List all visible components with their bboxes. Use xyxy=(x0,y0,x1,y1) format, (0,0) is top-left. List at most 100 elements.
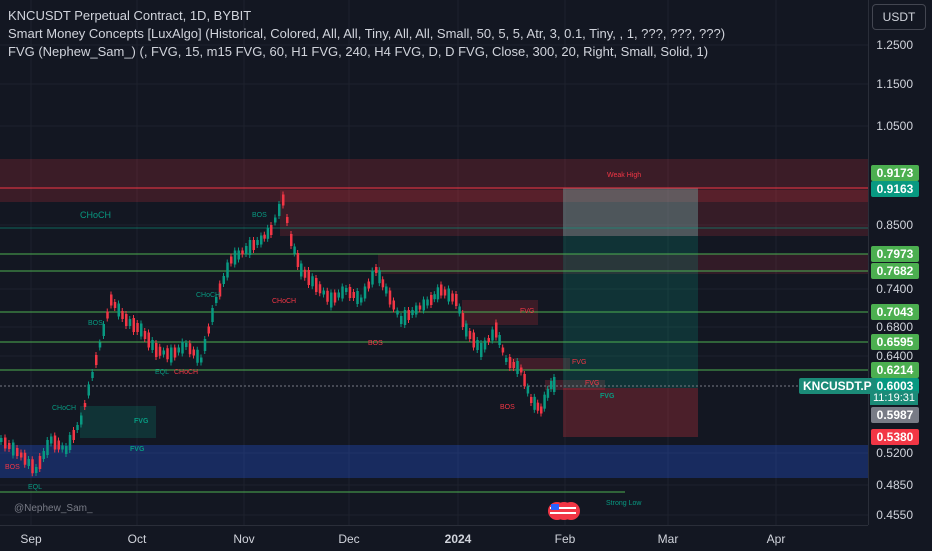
candle-body xyxy=(143,331,147,339)
candle-body xyxy=(106,311,109,319)
candle-body xyxy=(392,300,395,310)
bos-label-4: BOS xyxy=(500,404,515,411)
candle-body xyxy=(76,425,79,430)
candle-body xyxy=(57,440,60,450)
position-target-upper xyxy=(563,188,698,236)
candle-body xyxy=(501,347,505,353)
candle-body xyxy=(540,406,543,414)
candle-body xyxy=(536,402,540,411)
candle-body xyxy=(461,313,465,327)
candle-body xyxy=(472,332,475,348)
candle-body xyxy=(23,452,27,465)
candle-body xyxy=(196,349,199,363)
candle-body xyxy=(318,284,322,294)
price-chart-canvas[interactable] xyxy=(0,0,868,525)
price-tag-8: 0.5987 xyxy=(871,407,919,423)
candle-body xyxy=(102,324,105,336)
price-tag-9: 0.5380 xyxy=(871,429,919,445)
candle-body xyxy=(61,445,64,450)
candle-body xyxy=(42,451,45,459)
eql-label-2: EQL xyxy=(28,484,43,491)
indicator-smc-legend[interactable]: Smart Money Concepts [LuxAlgo] (Historic… xyxy=(8,26,726,41)
price-tick: 1.0500 xyxy=(876,119,913,133)
fvg-label-green-1: FVG xyxy=(134,418,149,425)
price-tag-6: 0.6214 xyxy=(871,362,919,378)
candle-body xyxy=(128,319,132,326)
fvg-label-red-1: FVG xyxy=(520,308,535,315)
candle-body xyxy=(543,394,546,409)
price-tick: 0.5200 xyxy=(876,446,913,460)
bar-countdown: 11:19:31 xyxy=(870,391,918,405)
candle-body xyxy=(72,430,75,440)
candle-body xyxy=(455,294,458,306)
candle-body xyxy=(218,283,222,297)
candle-body xyxy=(260,235,263,245)
candle-body xyxy=(245,246,248,254)
choch-label-5: CHoCH xyxy=(174,369,199,376)
candle-body xyxy=(203,339,207,351)
symbol-title[interactable]: KNCUSDT Perpetual Contract, 1D, BYBIT xyxy=(8,8,252,23)
candle-body xyxy=(430,295,433,305)
candle-body xyxy=(185,343,188,347)
candle-body xyxy=(151,340,154,350)
choch-label-3: CHoCH xyxy=(196,292,221,299)
symbol-price-badge: KNCUSDT.P xyxy=(799,378,876,394)
candle-body xyxy=(125,314,128,326)
candle-body xyxy=(263,234,266,239)
currency-button[interactable]: USDT xyxy=(872,4,926,30)
price-tick: 0.6400 xyxy=(876,349,913,363)
candle-body xyxy=(12,442,15,456)
candle-body xyxy=(337,292,340,298)
time-tick: Nov xyxy=(233,532,255,546)
candle-body xyxy=(226,262,229,278)
strong-low-label: Strong Low xyxy=(606,500,642,507)
candle-body xyxy=(31,459,34,474)
candle-body xyxy=(348,287,352,298)
candle-body xyxy=(207,326,210,334)
candle-body xyxy=(400,316,403,324)
time-axis[interactable]: Sep Oct Nov Dec 2024 Feb Mar Apr xyxy=(0,525,868,551)
candle-body xyxy=(491,329,494,341)
candle-body xyxy=(270,225,273,235)
candle-body xyxy=(91,372,94,378)
candle-body xyxy=(83,403,87,407)
time-tick: Mar xyxy=(657,532,679,546)
fvg-label-green-3: FVG xyxy=(600,393,615,400)
candle-body xyxy=(27,459,30,466)
us-flag-icon xyxy=(548,502,580,520)
candle-body xyxy=(50,436,53,444)
position-target-zone xyxy=(563,188,698,388)
candle-body xyxy=(200,357,203,363)
time-tick: Dec xyxy=(338,532,360,546)
candle-body xyxy=(177,347,180,353)
price-tag-5: 0.6595 xyxy=(871,334,919,350)
price-tick: 0.4850 xyxy=(876,478,913,492)
candle-body xyxy=(162,350,165,355)
weak-high-label: Weak High xyxy=(607,172,642,179)
bos-label-3: BOS xyxy=(368,340,383,347)
candle-body xyxy=(155,343,158,357)
candle-body xyxy=(315,278,318,292)
candle-body xyxy=(278,204,281,216)
candle-body xyxy=(533,396,536,410)
candle-body xyxy=(121,311,124,319)
chart-pane[interactable]: KNCUSDT Perpetual Contract, 1D, BYBIT Sm… xyxy=(0,0,868,525)
candle-body xyxy=(440,284,443,296)
candle-body xyxy=(388,290,392,305)
candle-body xyxy=(356,291,359,304)
time-tick: Apr xyxy=(766,532,786,546)
candle-body xyxy=(4,437,7,449)
candle-body xyxy=(68,435,72,450)
candle-body xyxy=(451,293,454,302)
candle-body xyxy=(553,377,556,392)
candle-body xyxy=(252,240,255,250)
candle-body xyxy=(303,269,307,278)
candle-body xyxy=(443,289,447,296)
price-tag-4: 0.7043 xyxy=(871,304,919,320)
candle-body xyxy=(476,340,479,350)
candle-body xyxy=(363,286,367,299)
candle-body xyxy=(512,362,515,368)
indicator-fvg-legend[interactable]: FVG (Nephew_Sam_) (, FVG, 15, m15 FVG, 6… xyxy=(8,44,709,59)
price-scale[interactable]: 1.2500 1.1500 1.0500 0.8500 0.7400 0.680… xyxy=(868,0,932,525)
candle-body xyxy=(367,281,370,289)
